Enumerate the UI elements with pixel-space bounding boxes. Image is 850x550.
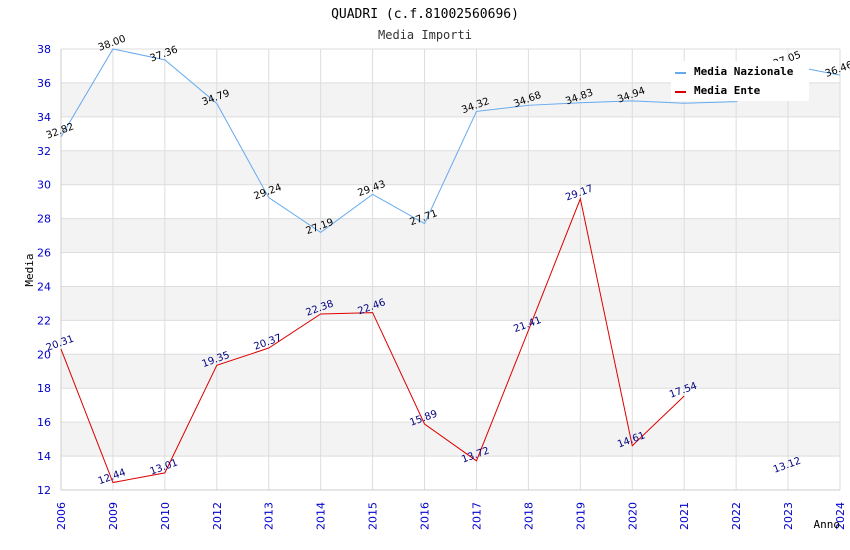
legend-label-media-nazionale: Media Nazionale xyxy=(694,65,794,78)
series-line-media-nazionale xyxy=(60,48,841,233)
x-tick-labels: 2006 2009 2010 2012 2013 2014 2015 2016 2017 2018… xyxy=(55,502,847,530)
grid-band xyxy=(61,252,840,287)
x-tick-label: 2017 xyxy=(470,502,483,530)
y-tick-labels: 12 14 16 18 20 22 24 26 28 30 32 34 36 38 xyxy=(37,43,51,497)
grid-band xyxy=(61,116,840,151)
chart-title: QUADRI (c.f.81002560696) xyxy=(331,7,519,22)
y-tick-label: 36 xyxy=(37,77,51,90)
legend-label-media-ente: Media Ente xyxy=(694,84,761,97)
series-line-media-ente xyxy=(60,197,685,484)
grid-band xyxy=(61,286,840,321)
legend: Media Nazionale Media Ente xyxy=(671,61,809,101)
y-tick-label: 24 xyxy=(37,280,51,293)
grid-band xyxy=(61,320,840,355)
legend-box xyxy=(671,61,809,101)
grid-band xyxy=(61,456,840,490)
y-tick-label: 32 xyxy=(37,145,51,158)
x-tick-label: 2019 xyxy=(574,502,587,530)
x-tick-label: 2023 xyxy=(782,502,795,530)
x-tick-label: 2006 xyxy=(55,502,68,530)
x-axis-label: Anno xyxy=(814,518,841,531)
series-lines xyxy=(60,48,841,484)
x-tick-label: 2020 xyxy=(626,502,639,530)
y-axis-label: Media xyxy=(23,253,36,286)
x-tick-label: 2010 xyxy=(159,502,172,530)
y-tick-label: 38 xyxy=(37,43,51,56)
x-tick-label: 2024 xyxy=(834,502,847,530)
y-tick-label: 28 xyxy=(37,213,51,226)
chart-subtitle: Media Importi xyxy=(378,28,472,42)
x-tick-label: 2015 xyxy=(367,502,380,530)
x-tick-label: 2021 xyxy=(678,502,691,530)
y-tick-label: 22 xyxy=(37,314,51,327)
x-tick-label: 2013 xyxy=(263,502,276,530)
y-tick-label: 18 xyxy=(37,382,51,395)
x-tick-label: 2009 xyxy=(107,502,120,530)
y-tick-label: 14 xyxy=(37,450,51,463)
grid-band xyxy=(61,184,840,219)
grid-band xyxy=(61,422,840,457)
x-tick-label: 2014 xyxy=(315,502,328,530)
gridlines xyxy=(60,48,841,491)
grid-band xyxy=(61,354,840,389)
y-tick-label: 20 xyxy=(37,348,51,361)
x-tick-label: 2018 xyxy=(522,502,535,530)
y-tick-label: 26 xyxy=(37,247,51,260)
y-tick-label: 30 xyxy=(37,179,51,192)
x-tick-label: 2016 xyxy=(419,502,432,530)
grid-bands xyxy=(61,49,840,490)
y-tick-label: 16 xyxy=(37,416,51,429)
x-tick-label: 2012 xyxy=(211,502,224,530)
grid-band xyxy=(61,388,840,423)
y-tick-label: 34 xyxy=(37,111,51,124)
grid-band xyxy=(61,218,840,253)
x-tick-label: 2022 xyxy=(730,502,743,530)
y-tick-label: 12 xyxy=(37,484,51,497)
